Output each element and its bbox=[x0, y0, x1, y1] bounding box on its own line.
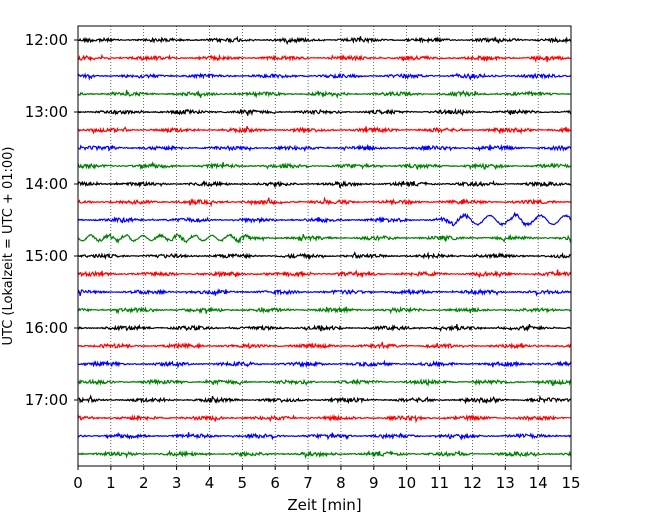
trace-9 bbox=[77, 196, 572, 208]
x-tick-label: 4 bbox=[205, 474, 215, 492]
trace-5 bbox=[77, 125, 572, 135]
x-tick-label: 0 bbox=[73, 474, 83, 492]
vertical-grid bbox=[110, 26, 539, 466]
trace-22 bbox=[77, 431, 572, 441]
y-tick-label: 14:00 bbox=[25, 175, 68, 193]
trace-1 bbox=[77, 53, 572, 63]
trace-17 bbox=[77, 341, 572, 350]
trace-12 bbox=[77, 251, 572, 261]
trace-19 bbox=[77, 377, 572, 387]
traces bbox=[77, 35, 572, 460]
trace-18 bbox=[77, 359, 572, 369]
trace-0 bbox=[77, 35, 572, 45]
trace-7 bbox=[77, 160, 572, 171]
trace-4 bbox=[77, 107, 572, 117]
x-tick-label: 6 bbox=[270, 474, 280, 492]
x-tick-label: 5 bbox=[238, 474, 248, 492]
trace-10 bbox=[77, 211, 572, 228]
y-axis: 12:00 13:00 14:00 15:00 16:00 17:00 bbox=[25, 31, 78, 409]
x-tick-label: 3 bbox=[172, 474, 182, 492]
x-tick-label: 7 bbox=[303, 474, 313, 492]
trace-23 bbox=[77, 449, 572, 460]
x-tick-label: 12 bbox=[463, 474, 482, 492]
trace-14 bbox=[77, 288, 572, 297]
y-tick-label: 17:00 bbox=[25, 391, 68, 409]
trace-13 bbox=[77, 269, 572, 279]
x-axis: 0 1 2 3 4 5 6 7 8 9 10 11 12 13 14 15 bbox=[73, 466, 581, 492]
x-tick-label: 9 bbox=[369, 474, 379, 492]
y-tick-label: 16:00 bbox=[25, 319, 68, 337]
plot-frame bbox=[77, 25, 572, 467]
trace-8 bbox=[77, 179, 572, 189]
x-tick-label: 8 bbox=[336, 474, 346, 492]
y-axis-label: UTC (Lokalzeit = UTC + 01:00) bbox=[1, 147, 16, 346]
x-tick-label: 13 bbox=[496, 474, 515, 492]
trace-20 bbox=[77, 394, 572, 405]
x-tick-label: 10 bbox=[397, 474, 416, 492]
x-tick-label: 11 bbox=[430, 474, 449, 492]
trace-16 bbox=[77, 323, 572, 333]
y-tick-label: 15:00 bbox=[25, 247, 68, 265]
x-tick-label: 2 bbox=[139, 474, 149, 492]
trace-6 bbox=[77, 143, 572, 153]
trace-21 bbox=[77, 413, 572, 424]
y-tick-label: 13:00 bbox=[25, 103, 68, 121]
trace-3 bbox=[77, 89, 572, 99]
x-tick-label: 1 bbox=[106, 474, 116, 492]
x-axis-label: Zeit [min] bbox=[287, 496, 361, 514]
trace-2 bbox=[77, 72, 572, 81]
x-tick-label: 15 bbox=[561, 474, 580, 492]
trace-11 bbox=[77, 233, 572, 245]
y-tick-label: 12:00 bbox=[25, 31, 68, 49]
trace-15 bbox=[77, 305, 572, 315]
x-tick-label: 14 bbox=[529, 474, 548, 492]
